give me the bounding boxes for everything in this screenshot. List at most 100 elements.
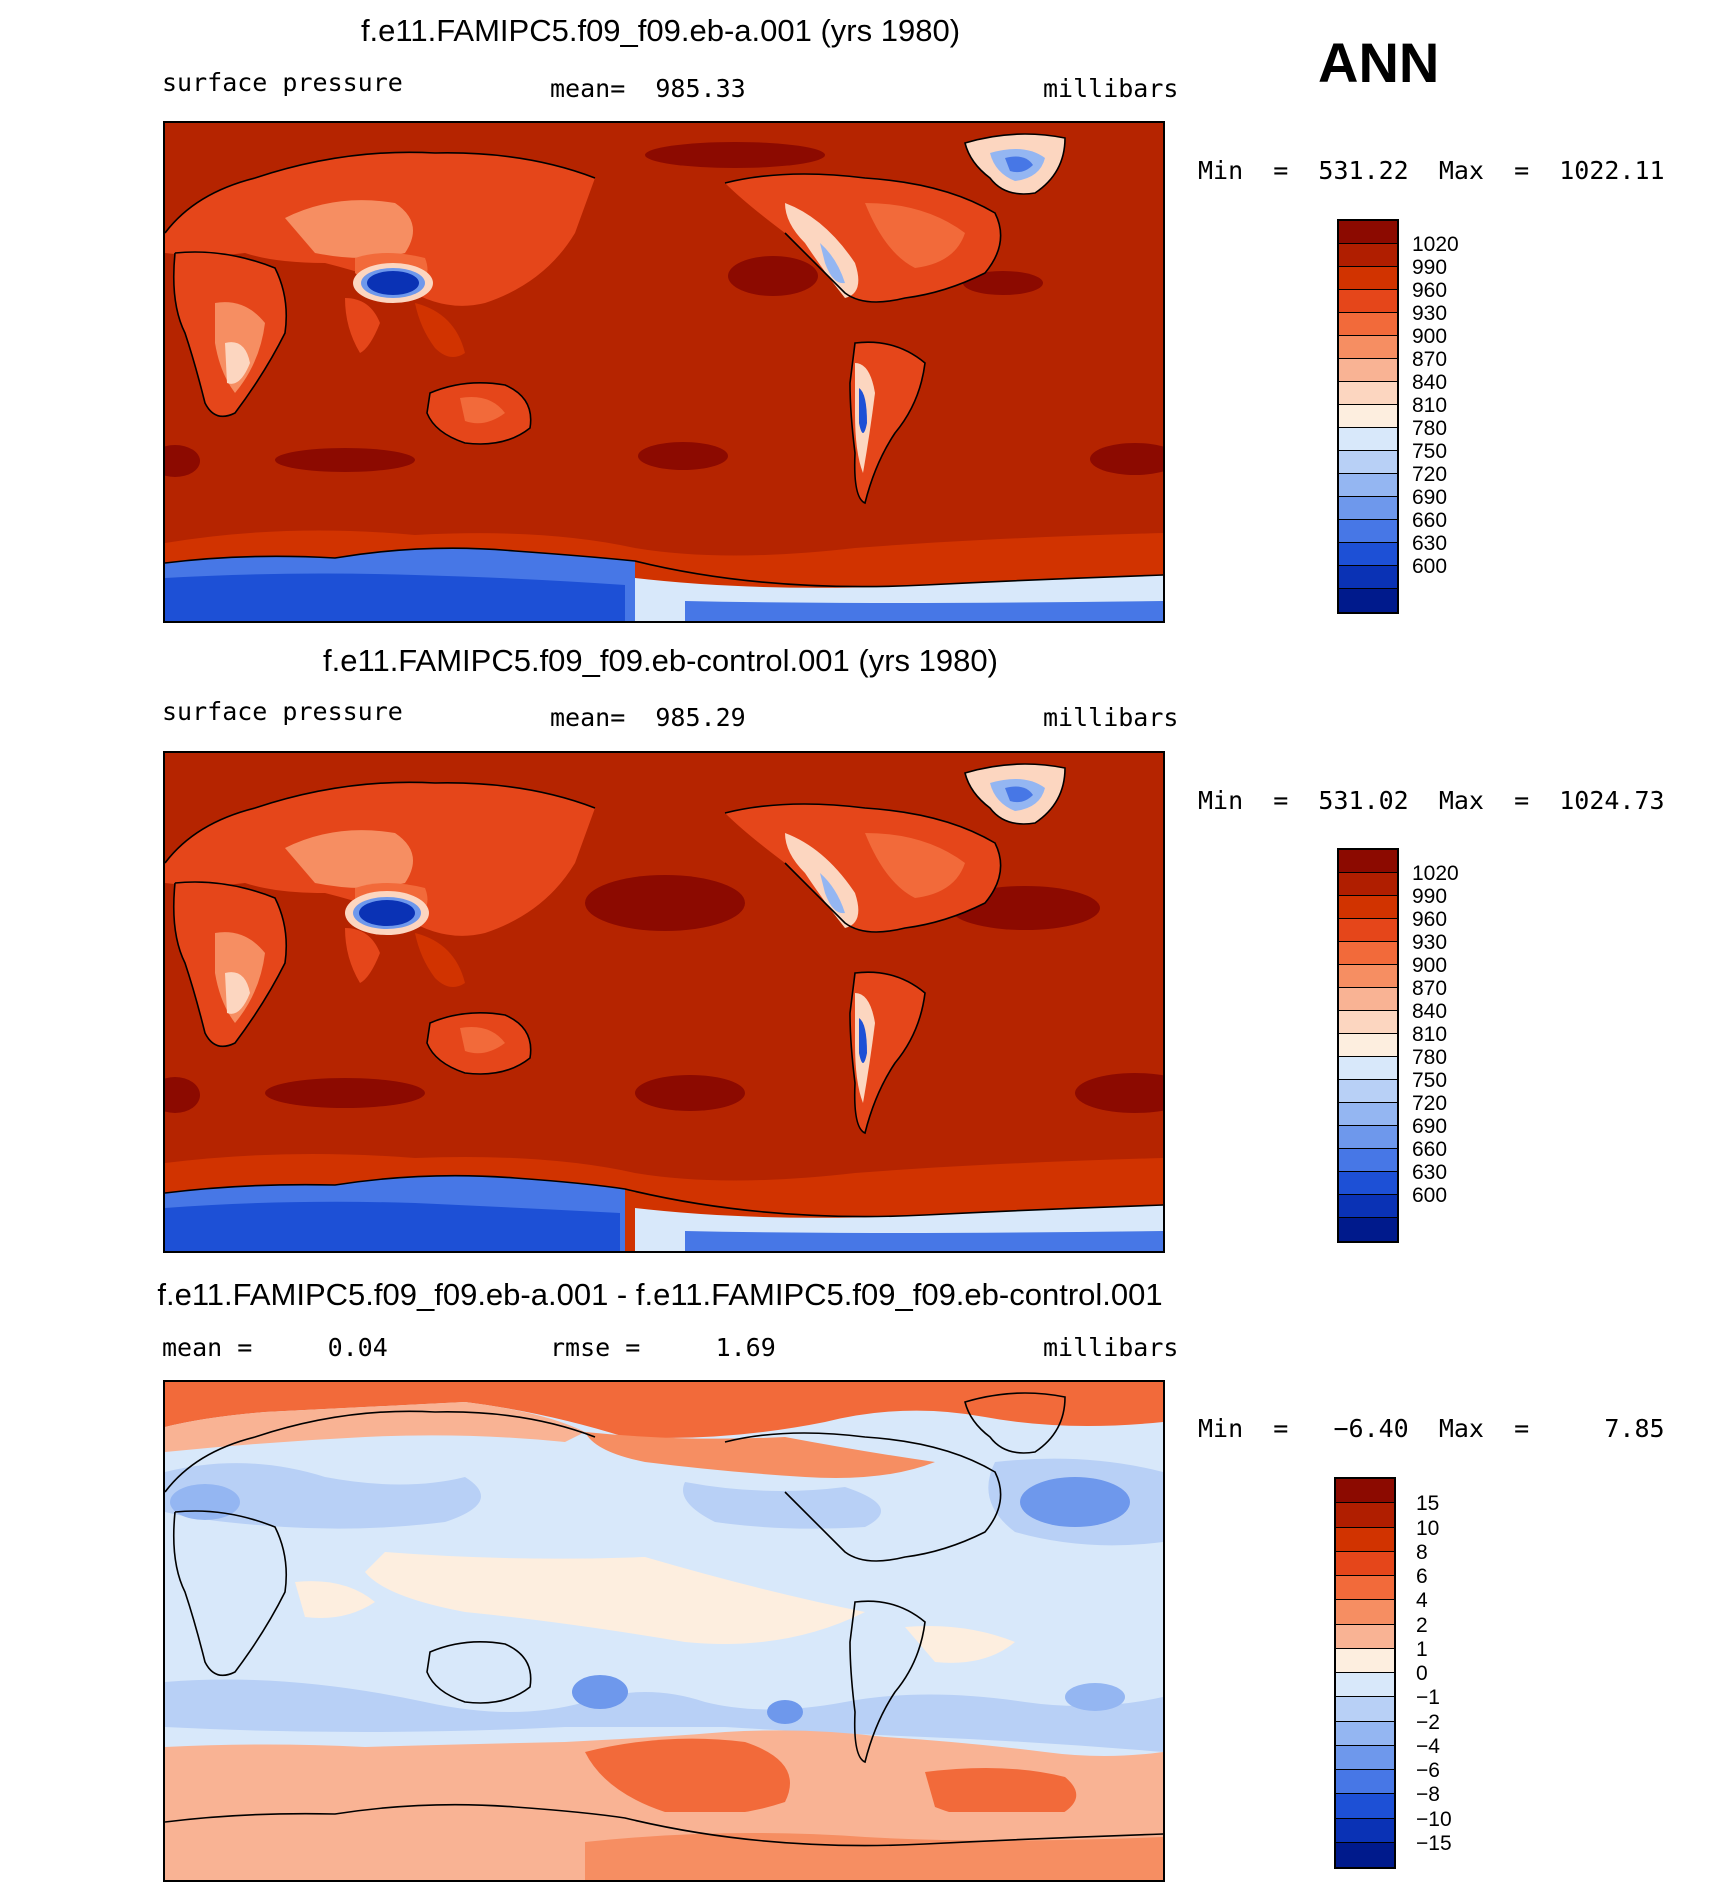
colorbar-swatch: [1339, 382, 1397, 405]
colorbar-tick-label: 600: [1412, 1184, 1448, 1207]
colorbar-swatch: [1339, 1218, 1397, 1241]
southern-negative: [165, 1679, 1163, 1752]
colorbar-tick-label: 930: [1412, 302, 1448, 325]
coastlines: [165, 763, 1163, 1218]
northern-positive: [165, 1382, 1163, 1438]
colorbar-swatch: [1336, 1527, 1394, 1552]
colorbar-tick-label: 660: [1412, 1138, 1448, 1161]
colorbar-swatch: [1339, 290, 1397, 313]
colorbar-tick-label: 15: [1416, 1492, 1440, 1516]
panel-3-map-plot: [165, 1382, 1163, 1880]
panel-2-minmax-label: Min = 531.02 Max = 1024.73: [1198, 786, 1665, 815]
panel-3-title: f.e11.FAMIPC5.f09_f09.eb-a.001 - f.e11.F…: [157, 1277, 1163, 1312]
panel-2-units-label: millibars: [1043, 703, 1179, 732]
colorbar-swatch: [1336, 1648, 1394, 1673]
colorbar-tick-label: −2: [1416, 1710, 1440, 1734]
panel-3-colorbar-swatches: [1336, 1479, 1394, 1867]
colorbar-tick-label: 6: [1416, 1565, 1428, 1588]
colorbar-swatch: [1339, 451, 1397, 474]
colorbar-swatch: [1336, 1745, 1394, 1770]
colorbar-swatch: [1339, 267, 1397, 290]
high-cell: [645, 142, 825, 168]
north-america: [725, 174, 1001, 302]
colorbar-swatch: [1336, 1794, 1394, 1819]
colorbar-tick-label: 870: [1412, 348, 1448, 371]
colorbar-swatch: [1339, 1034, 1397, 1057]
colorbar-tick-label: 630: [1412, 1161, 1448, 1184]
colorbar-tick-label: 660: [1412, 509, 1448, 532]
panel-2-mean-label: mean= 985.29: [550, 703, 746, 732]
colorbar-swatch: [1336, 1479, 1394, 1504]
colorbar-tick-label: −8: [1416, 1783, 1440, 1807]
panel-2-title: f.e11.FAMIPC5.f09_f09.eb-control.001 (yr…: [323, 643, 998, 678]
colorbar-swatch: [1339, 359, 1397, 382]
colorbar-tick-label: 780: [1412, 417, 1448, 440]
colorbar-swatch: [1336, 1842, 1394, 1867]
panel-1-minmax-label: Min = 531.22 Max = 1022.11: [1198, 156, 1665, 185]
colorbar-swatch: [1339, 1080, 1397, 1103]
panel-2-variable-label: surface pressure: [162, 697, 403, 726]
high-cell: [585, 875, 745, 931]
negative-cell: [1020, 1477, 1130, 1527]
colorbar-swatch: [1339, 543, 1397, 566]
coastlines: [165, 133, 1163, 588]
colorbar-tick-label: 840: [1412, 371, 1448, 394]
colorbar-tick-label: 930: [1412, 931, 1448, 954]
colorbar-swatch: [1339, 336, 1397, 359]
tibetan-plateau: [367, 271, 419, 295]
colorbar-swatch: [1339, 313, 1397, 336]
colorbar-tick-label: 810: [1412, 394, 1448, 417]
colorbar-swatch: [1336, 1576, 1394, 1601]
tibetan-plateau: [359, 900, 415, 926]
colorbar-tick-label: 1020: [1412, 862, 1459, 885]
colorbar-tick-label: 8: [1416, 1540, 1428, 1564]
colorbar-tick-label: 1020: [1412, 233, 1459, 256]
colorbar-tick-label: 720: [1412, 1092, 1448, 1115]
colorbar-swatch: [1339, 221, 1397, 244]
colorbar-tick-label: −15: [1416, 1831, 1452, 1855]
panel-2-map: [163, 751, 1165, 1253]
colorbar-tick-label: 4: [1416, 1589, 1428, 1613]
panel-1-variable-label: surface pressure: [162, 68, 403, 97]
colorbar-tick-label: 990: [1412, 256, 1448, 279]
panel-3-units-label: millibars: [1043, 1333, 1179, 1362]
panel-2-map-plot: [165, 753, 1163, 1251]
colorbar-swatch: [1339, 1149, 1397, 1172]
colorbar-swatch: [1339, 1103, 1397, 1126]
colorbar-tick-label: −10: [1416, 1807, 1452, 1831]
colorbar-swatch: [1336, 1503, 1394, 1528]
colorbar-swatch: [1336, 1818, 1394, 1843]
colorbar-swatch: [1339, 873, 1397, 896]
colorbar-tick-label: 960: [1412, 279, 1448, 302]
colorbar-swatch: [1339, 850, 1397, 873]
colorbar-tick-label: 690: [1412, 486, 1448, 509]
panel-1-map: [163, 121, 1165, 623]
colorbar-tick-label: 0: [1416, 1662, 1428, 1685]
colorbar-swatch: [1339, 497, 1397, 520]
colorbar-swatch: [1336, 1770, 1394, 1795]
panel-1-map-plot: [165, 123, 1163, 621]
panel-1-units-label: millibars: [1043, 74, 1179, 103]
coastlines: [165, 1392, 1163, 1847]
colorbar-swatch: [1339, 942, 1397, 965]
colorbar-tick-label: 870: [1412, 977, 1448, 1000]
colorbar-swatch: [1339, 896, 1397, 919]
panel-3-colorbar: [1334, 1477, 1396, 1869]
colorbar-tick-label: 1: [1416, 1637, 1428, 1661]
colorbar-tick-label: −4: [1416, 1734, 1440, 1758]
north-america: [725, 804, 1001, 932]
panel-1-colorbar: [1337, 219, 1399, 614]
panel-1-mean-label: mean= 985.33: [550, 74, 746, 103]
colorbar-swatch: [1339, 1195, 1397, 1218]
colorbar-tick-label: 750: [1412, 1069, 1448, 1092]
colorbar-swatch: [1339, 589, 1397, 612]
colorbar-swatch: [1339, 405, 1397, 428]
colorbar-swatch: [1336, 1673, 1394, 1698]
colorbar-swatch: [1339, 520, 1397, 543]
colorbar-swatch: [1339, 428, 1397, 451]
colorbar-tick-label: 690: [1412, 1115, 1448, 1138]
colorbar-swatch: [1336, 1697, 1394, 1722]
colorbar-swatch: [1339, 1172, 1397, 1195]
colorbar-swatch: [1339, 988, 1397, 1011]
panel-3-map: [163, 1380, 1165, 1882]
